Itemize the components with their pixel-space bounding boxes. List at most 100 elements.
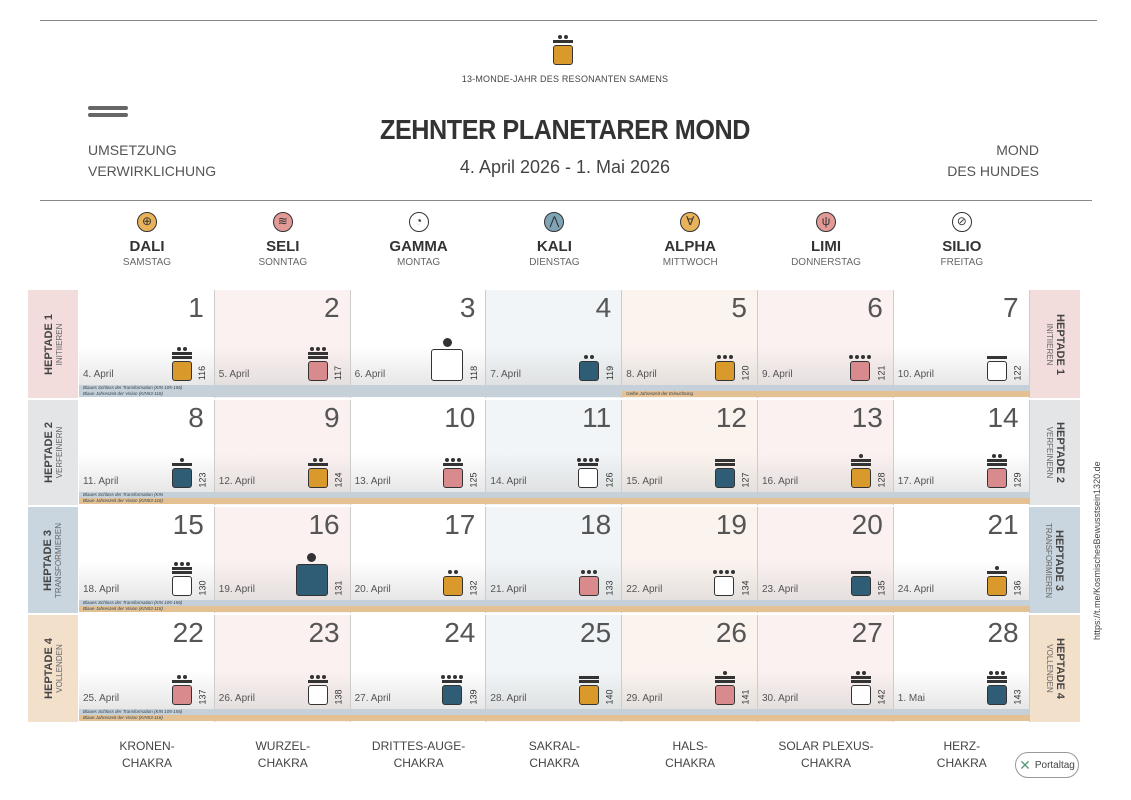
day-number: 11 [582,402,612,433]
day-cell[interactable]: 23 26. April 138 [214,615,351,722]
weekday-gamma: ◔ GAMMA MONTAG [351,212,487,268]
day-cell[interactable]: 28 1. Mai 143 [893,615,1030,722]
day-cell[interactable]: 24 27. April 139 [350,615,487,722]
day-number: 24 [444,617,476,648]
cell-shading [758,561,893,601]
tone-glyph [443,458,464,466]
day-cell[interactable]: 15 18. April 130 [79,507,215,613]
chakra-label: SOLAR PLEXUS- CHAKRA [758,738,894,772]
gregorian-date: 21. April [490,584,527,595]
cell-shading [79,670,214,710]
tone-glyph [986,356,1007,359]
gregorian-date: 25. April [83,693,120,704]
moon-totem-label: MOND [996,142,1039,158]
plasma-icon: ψ [816,212,836,232]
tone-glyph [986,566,1007,574]
wavespell-band: Blaues Schloss der Transformation (KIN 1… [79,709,1030,721]
seal-icon [442,685,463,705]
cell-shading [758,453,893,493]
day-cell[interactable]: 4 7. April 119 [486,290,623,398]
gregorian-date: 29. April [626,693,663,704]
gregorian-date: 18. April [83,584,120,595]
plasma-icon: ⊘ [951,212,972,232]
day-cell[interactable]: 16 19. April 131 [214,507,351,613]
seal-icon [850,685,871,705]
kin-glyph [986,356,1007,381]
day-number: 25 [580,617,612,648]
heptad-title: HEPTADE 3 [42,529,55,591]
seal-icon [579,576,600,596]
kin-number: 117 [333,365,344,381]
gregorian-date: 22. April [626,584,663,595]
heptad-title: HEPTADE 3 [1053,529,1066,591]
cell-shading [79,346,214,386]
day-cell[interactable]: 17 20. April 132 [350,507,487,613]
year-label: 13-MONDE-JAHR DES RESONANTEN SAMENS [461,74,669,84]
tone-glyph [714,459,735,466]
day-cell[interactable]: 9 12. April 124 [214,400,351,505]
cell-shading [622,346,757,386]
day-cell[interactable]: 27 30. April 142 [758,615,894,722]
gregorian-date: 16. April [762,476,799,487]
day-cell[interactable]: 10 13. April 125 [350,400,487,505]
kin-glyph [714,355,735,381]
cell-shading [893,561,1029,601]
tone-glyph [448,570,459,574]
day-number: 6 [867,292,883,323]
kin-glyph [441,675,464,705]
seal-icon [579,361,600,381]
day-cell[interactable]: 2 5. April 117 [214,290,351,398]
seal-icon [307,685,328,705]
tone-glyph [850,571,871,574]
seal-icon [171,685,192,705]
tone-glyph [441,675,464,683]
cell-shading [214,561,350,601]
gregorian-date: 26. April [218,693,255,704]
chakra-label: WURZEL- CHAKRA [215,738,351,772]
gregorian-date: 17. April [897,476,934,487]
source-url[interactable]: https://t.me/KosmischesBewusstsein1320.d… [1092,461,1102,640]
gregorian-date: 11. April [83,476,119,487]
heptad-label-left: HEPTADE 4 VOLLENDEN [28,615,78,722]
day-cell[interactable]: 19 22. April 134 [622,507,758,613]
cell-shading [486,670,622,710]
kin-number: 133 [604,580,615,596]
day-cell[interactable]: 20 23. April 135 [758,507,894,613]
day-cell[interactable]: 7 10. April 122 [893,290,1030,398]
day-cell[interactable]: 12 15. April 127 [622,400,758,505]
day-cell[interactable]: 22 25. April 137 [79,615,215,722]
day-cell[interactable]: 26 29. April 141 [622,615,758,722]
day-cell[interactable]: 6 9. April 121 [758,290,894,398]
kin-number: 128 [876,472,887,488]
day-cell[interactable]: 11 14. April 126 [486,400,623,505]
day-cell[interactable]: 21 24. April 136 [893,507,1030,613]
header-divider [40,200,1092,201]
kin-glyph [307,675,328,705]
castle-label: Blaues Schloss der Transformation (KIN [83,492,163,497]
season-label: Blaue Jahreszeit der Vision (KIN53-118) [83,391,163,396]
year-kin-glyph [552,35,574,65]
cell-shading [622,670,757,710]
seal-icon [443,468,464,488]
castle-label: Blaues Schloss der Transformation (KIN 1… [83,709,183,714]
cell-shading [486,561,622,601]
day-number: 19 [715,509,747,540]
kin-glyph [171,562,192,596]
day-cell[interactable]: 18 21. April 133 [486,507,623,613]
plasma-name: SELI [266,238,300,255]
chakra-label: SAKRAL- CHAKRA [486,738,622,772]
cell-shading [79,561,214,601]
day-cell[interactable]: 14 17. April 129 [893,400,1030,505]
gregorian-date: 27. April [354,693,391,704]
day-cell[interactable]: 1 4. April 116 [79,290,215,398]
kin-glyph [579,355,600,381]
chakra-label: HALS- CHAKRA [622,738,758,772]
day-cell[interactable]: 13 16. April 128 [758,400,894,505]
day-cell[interactable]: 8 11. April 123 [79,400,215,505]
day-cell[interactable]: 3 6. April 118 [350,290,487,398]
weekday-dali: ⊕ DALI SAMSTAG [79,212,215,268]
day-cell[interactable]: 25 28. April 140 [486,615,623,722]
heptad-label-right: HEPTADE 1 INITIIEREN [1030,290,1080,398]
day-cell[interactable]: 5 8. April 120 [622,290,758,398]
tone-glyph [714,671,735,683]
